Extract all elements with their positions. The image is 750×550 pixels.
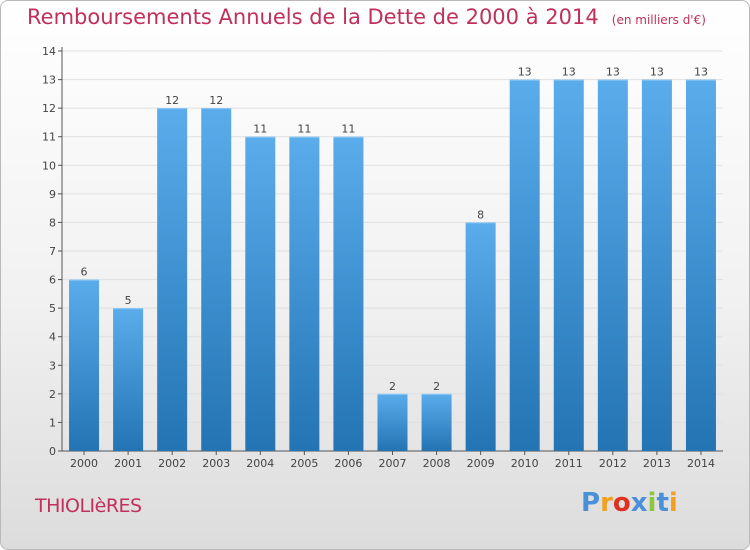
bar-2009 bbox=[465, 222, 496, 451]
y-tick-label: 4 bbox=[49, 331, 56, 344]
x-tick-label: 2009 bbox=[467, 457, 495, 470]
logo-letter: i bbox=[647, 488, 657, 518]
title-row: Remboursements Annuels de la Dette de 20… bbox=[27, 5, 706, 29]
data-label-2008: 2 bbox=[433, 380, 440, 393]
bar-2003 bbox=[201, 108, 232, 452]
data-label-2001: 5 bbox=[125, 294, 132, 307]
x-tick-label: 2006 bbox=[334, 457, 362, 470]
y-tick-label: 7 bbox=[49, 245, 56, 258]
commune-name: THIOLIèRES bbox=[35, 495, 142, 517]
bar-2012 bbox=[597, 79, 628, 452]
data-label-2013: 13 bbox=[650, 66, 664, 79]
x-tick-label: 2002 bbox=[158, 457, 186, 470]
data-label-2014: 13 bbox=[694, 66, 708, 79]
bar-2008 bbox=[421, 393, 452, 451]
x-tick-label: 2010 bbox=[511, 457, 539, 470]
data-label-2000: 6 bbox=[81, 266, 88, 279]
bars bbox=[69, 79, 716, 452]
y-tick-label: 14 bbox=[42, 45, 56, 58]
bar-2002 bbox=[157, 108, 188, 452]
logo-letter: x bbox=[630, 488, 648, 518]
proxiti-logo: Proxiti bbox=[581, 488, 678, 518]
data-label-2005: 11 bbox=[297, 123, 311, 136]
x-tick-label: 2005 bbox=[290, 457, 318, 470]
logo-letter: P bbox=[581, 488, 601, 518]
logo-letter: r bbox=[600, 488, 613, 518]
y-tick-label: 0 bbox=[49, 445, 56, 458]
data-label-2004: 11 bbox=[253, 123, 267, 136]
bar-2011 bbox=[553, 79, 584, 452]
x-tick-label: 2007 bbox=[379, 457, 407, 470]
data-label-2002: 12 bbox=[165, 94, 179, 107]
y-tick-label: 10 bbox=[42, 159, 56, 172]
bar-2000 bbox=[69, 279, 100, 451]
x-tick-label: 2003 bbox=[202, 457, 230, 470]
bar-2004 bbox=[245, 136, 276, 451]
logo-letter: t bbox=[656, 488, 669, 518]
x-tick-label: 2001 bbox=[114, 457, 142, 470]
chart-subtitle: (en milliers d'€) bbox=[611, 13, 706, 27]
logo-letter: i bbox=[668, 488, 678, 518]
bar-2006 bbox=[333, 136, 364, 451]
y-tick-label: 11 bbox=[42, 131, 56, 144]
y-tick-label: 1 bbox=[49, 416, 56, 429]
x-tick-labels: 2000 2001 2002 2003 2004 2005 2006 2007 2008 2009… bbox=[70, 457, 715, 470]
x-tick-label: 2008 bbox=[423, 457, 451, 470]
data-labels: 6 5 12 12 11 11 11 2 2 8 13 13 13 13 13 bbox=[81, 66, 708, 393]
bar-2013 bbox=[641, 79, 672, 452]
logo-letter: o bbox=[612, 488, 631, 518]
y-tick-label: 8 bbox=[49, 216, 56, 229]
data-label-2012: 13 bbox=[606, 66, 620, 79]
data-label-2009: 8 bbox=[477, 208, 484, 221]
x-tick-label: 2011 bbox=[555, 457, 583, 470]
y-tick-label: 12 bbox=[42, 102, 56, 115]
y-tick-label: 9 bbox=[49, 188, 56, 201]
y-tick-label: 3 bbox=[49, 359, 56, 372]
bar-2005 bbox=[289, 136, 320, 451]
y-tick-label: 5 bbox=[49, 302, 56, 315]
x-tick-label: 2012 bbox=[599, 457, 627, 470]
bar-2001 bbox=[113, 308, 144, 451]
data-label-2003: 12 bbox=[209, 94, 223, 107]
x-tick-label: 2000 bbox=[70, 457, 98, 470]
chart-title: Remboursements Annuels de la Dette de 20… bbox=[27, 5, 599, 29]
data-label-2007: 2 bbox=[389, 380, 396, 393]
data-label-2010: 13 bbox=[518, 66, 532, 79]
y-tick-label: 6 bbox=[49, 274, 56, 287]
bar-2007 bbox=[377, 393, 408, 451]
bar-2010 bbox=[509, 79, 540, 452]
data-label-2006: 11 bbox=[341, 123, 355, 136]
y-tick-label: 2 bbox=[49, 388, 56, 401]
x-tick-label: 2014 bbox=[687, 457, 715, 470]
bar-2014 bbox=[685, 79, 716, 452]
y-tick-label: 13 bbox=[42, 74, 56, 87]
x-tick-label: 2013 bbox=[643, 457, 671, 470]
x-tick-label: 2004 bbox=[246, 457, 274, 470]
data-label-2011: 13 bbox=[562, 66, 576, 79]
